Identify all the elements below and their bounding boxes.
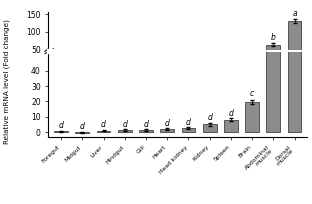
Bar (203, 124, 217, 132)
Bar (118, 130, 132, 132)
Bar (245, 61, 259, 68)
Bar (245, 102, 259, 132)
Bar (266, 32, 280, 132)
Text: b: b (271, 33, 276, 42)
Bar (97, 131, 110, 132)
Text: d: d (186, 118, 191, 127)
Text: a: a (292, 9, 297, 18)
Bar (288, 21, 301, 68)
Bar (266, 44, 280, 68)
Text: d: d (144, 120, 149, 129)
Text: Relative mRNA level (Fold change): Relative mRNA level (Fold change) (4, 19, 10, 144)
Bar (224, 120, 238, 132)
Bar (160, 67, 174, 68)
Bar (54, 131, 68, 132)
Bar (139, 67, 153, 68)
Bar (76, 132, 89, 133)
Text: d: d (207, 113, 212, 122)
Bar (182, 128, 195, 132)
Text: d: d (59, 121, 64, 130)
Text: d: d (80, 122, 85, 131)
Bar (203, 66, 217, 68)
Bar (182, 67, 195, 68)
Text: d: d (165, 119, 170, 128)
Bar (118, 67, 132, 68)
Bar (139, 130, 153, 132)
Text: d: d (101, 121, 106, 130)
Text: d: d (228, 109, 233, 118)
Bar (288, 0, 301, 132)
Bar (160, 129, 174, 132)
Text: d: d (122, 120, 127, 129)
Text: c: c (250, 89, 254, 98)
Bar (224, 65, 238, 68)
